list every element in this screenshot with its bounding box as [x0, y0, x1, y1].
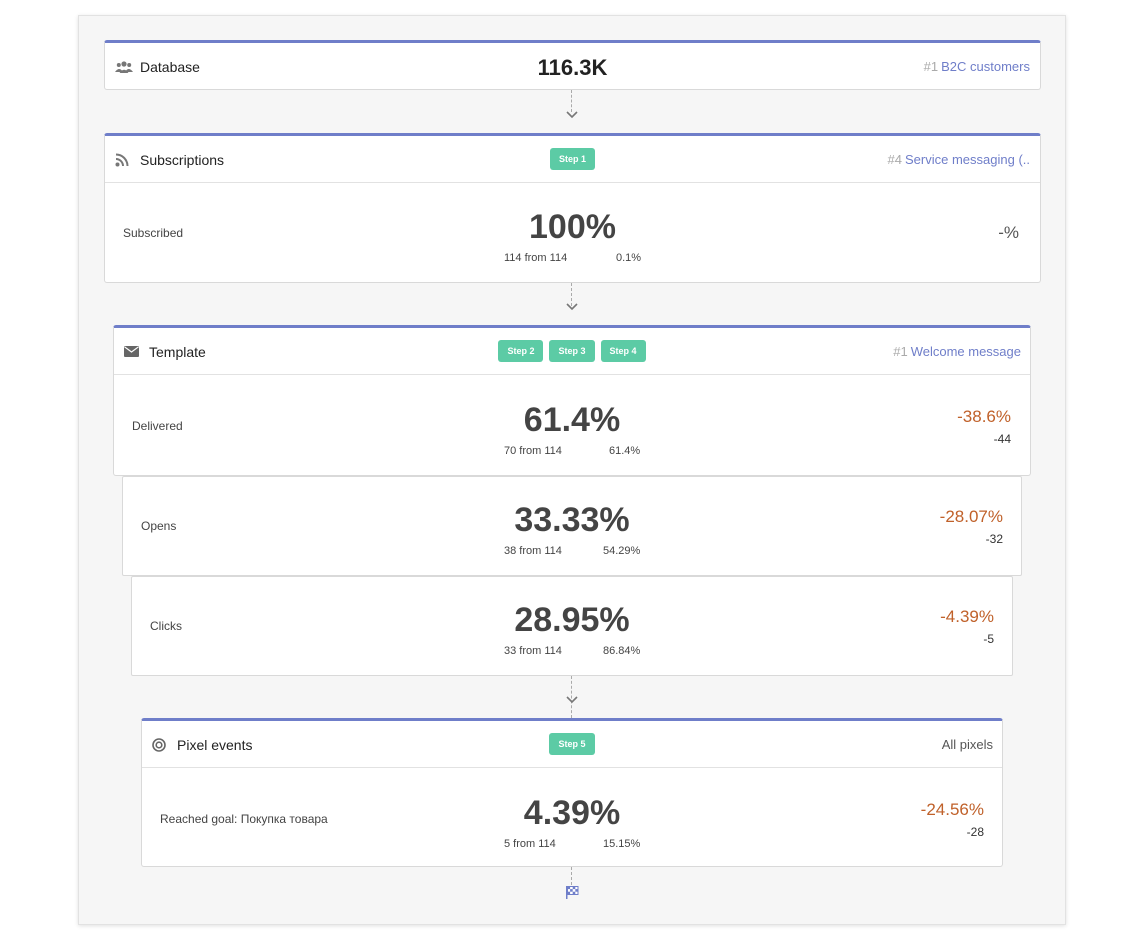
row-from-count: 38 from 114 — [504, 545, 562, 557]
row-relative-pct: 61.4% — [609, 445, 641, 457]
row-label: Subscribed — [123, 226, 184, 240]
pixel-events-title: Pixel events — [152, 721, 252, 768]
template-message-link[interactable]: #1 Welcome message — [893, 344, 1021, 359]
subscriptions-card: Subscriptions Step 1 #4 Service messagin… — [104, 133, 1041, 283]
connector-line — [571, 90, 572, 112]
row-delta: -24.56% — [920, 800, 984, 819]
pixel-events-steps: Step 5 — [142, 733, 1002, 755]
connector-line — [571, 676, 572, 718]
row-from-count: 70 from 114 — [504, 445, 562, 457]
envelope-icon — [124, 345, 142, 359]
step-badge-2[interactable]: Step 2 — [498, 340, 544, 362]
chevron-down-icon — [566, 696, 578, 704]
row-from-count: 33 from 114 — [504, 645, 562, 657]
pixel-events-header: Pixel events Step 5 All pixels — [142, 721, 1002, 768]
row-label: Delivered — [132, 419, 183, 433]
row-delta: -28.07% — [939, 507, 1003, 526]
row-percentage: 4.39% — [523, 794, 621, 832]
row-delta: -38.6% — [957, 407, 1011, 426]
step-badge-4[interactable]: Step 4 — [600, 340, 646, 362]
chevron-down-icon — [566, 303, 578, 311]
database-title: Database — [115, 43, 200, 90]
row-delta: -4.39% — [940, 607, 994, 626]
row-percentage: 61.4% — [523, 401, 621, 439]
pixel-events-card: Pixel events Step 5 All pixels Reached g… — [141, 718, 1003, 867]
subscriptions-steps: Step 1 — [105, 148, 1040, 170]
row-from-count: 5 from 114 — [504, 838, 556, 850]
row-label: Reached goal: Покупка товара — [160, 812, 328, 826]
row-relative-pct: 86.84% — [603, 645, 641, 657]
row-delta-count: -32 — [985, 532, 1003, 546]
row-relative-pct: 15.15% — [603, 838, 641, 850]
subscriptions-header: Subscriptions Step 1 #4 Service messagin… — [105, 136, 1040, 183]
step-badge-1[interactable]: Step 1 — [549, 148, 595, 170]
connector-line — [571, 867, 572, 885]
row-label: Clicks — [150, 619, 182, 633]
template-title: Template — [124, 328, 206, 375]
checkered-flag-icon — [566, 886, 579, 899]
row-delta-count: -28 — [966, 825, 984, 839]
row-label: Opens — [141, 519, 177, 533]
row-delta-count: -44 — [993, 432, 1011, 446]
row-from-count: 114 from 114 — [504, 252, 568, 264]
database-header: Database 116.3K #1 B2C customers — [105, 43, 1040, 90]
clicks-row: Clicks 28.95% 33 from 114 86.84% -4.39% … — [131, 576, 1013, 676]
database-card: Database 116.3K #1 B2C customers — [104, 40, 1041, 90]
row-delta: -% — [998, 223, 1019, 242]
pixel-filter-label: All pixels — [941, 737, 993, 752]
target-icon — [152, 737, 170, 752]
step-badge-3[interactable]: Step 3 — [549, 340, 595, 362]
step-badge-5[interactable]: Step 5 — [549, 733, 595, 755]
rss-icon — [115, 153, 133, 167]
row-relative-pct: 0.1% — [616, 252, 642, 264]
subscriptions-category-link[interactable]: #4 Service messaging (.. — [887, 152, 1030, 167]
users-icon — [115, 60, 133, 74]
database-segment-link[interactable]: #1 B2C customers — [923, 59, 1030, 74]
row-percentage: 33.33% — [514, 501, 630, 539]
template-header: Template Step 2 Step 3 Step 4 #1 Welcome… — [114, 328, 1030, 375]
opens-row: Opens 33.33% 38 from 114 54.29% -28.07% … — [122, 476, 1022, 576]
template-card: Template Step 2 Step 3 Step 4 #1 Welcome… — [113, 325, 1031, 476]
subscriptions-title: Subscriptions — [115, 136, 224, 183]
template-steps: Step 2 Step 3 Step 4 — [114, 340, 1030, 362]
row-relative-pct: 54.29% — [603, 545, 641, 557]
row-delta-count: -5 — [983, 632, 994, 646]
chevron-down-icon — [566, 111, 578, 119]
row-percentage: 100% — [529, 208, 616, 246]
database-count: 116.3K — [537, 55, 608, 80]
row-percentage: 28.95% — [514, 601, 630, 639]
connector-line — [571, 283, 572, 306]
